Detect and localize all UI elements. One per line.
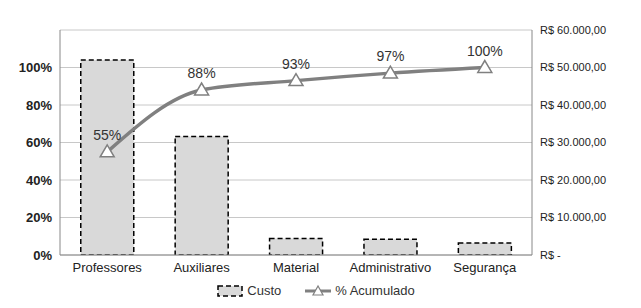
svg-text:80%: 80%	[26, 98, 52, 113]
svg-text:Administrativo: Administrativo	[350, 260, 432, 275]
svg-text:100%: 100%	[19, 60, 53, 75]
svg-text:Segurança: Segurança	[453, 260, 517, 275]
svg-text:Professores: Professores	[73, 260, 143, 275]
svg-text:93%: 93%	[282, 56, 310, 72]
svg-text:100%: 100%	[467, 43, 503, 59]
svg-text:R$ 30.000,00: R$ 30.000,00	[540, 136, 606, 148]
svg-text:0%: 0%	[33, 248, 52, 263]
svg-text:R$ -: R$ -	[540, 249, 561, 261]
html-text:% Acumulado: % Acumulado	[335, 283, 415, 298]
svg-text:20%: 20%	[26, 210, 52, 225]
svg-text:R$ 40.000,00: R$ 40.000,00	[540, 99, 606, 111]
svg-text:R$ 50.000,00: R$ 50.000,00	[540, 61, 606, 73]
svg-text:Auxiliares: Auxiliares	[173, 260, 230, 275]
svg-text:55%: 55%	[93, 127, 121, 143]
svg-text:60%: 60%	[26, 135, 52, 150]
svg-text:40%: 40%	[26, 173, 52, 188]
html-text:Custo: Custo	[247, 283, 282, 298]
svg-text:R$ 60.000,00: R$ 60.000,00	[540, 24, 606, 36]
svg-text:88%: 88%	[188, 65, 216, 81]
svg-text:Material: Material	[273, 260, 319, 275]
svg-text:R$ 10.000,00: R$ 10.000,00	[540, 211, 606, 223]
svg-text:R$ 20.000,00: R$ 20.000,00	[540, 174, 606, 186]
svg-text:97%: 97%	[376, 48, 404, 64]
